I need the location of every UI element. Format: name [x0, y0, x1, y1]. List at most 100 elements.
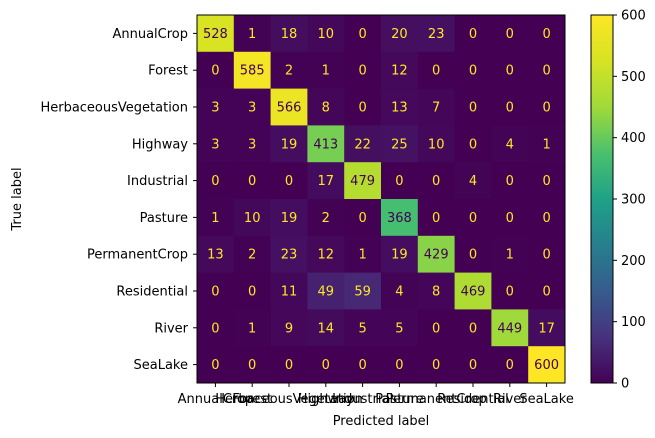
cell-value-label: 0 — [469, 101, 477, 116]
heatmap-cell — [307, 309, 345, 347]
cell-value-label: 0 — [542, 64, 550, 79]
cell-value-label: 3 — [248, 137, 256, 152]
heatmap-cell — [528, 199, 566, 237]
y-tick-label: Highway — [132, 137, 188, 152]
heatmap-cell — [491, 199, 529, 237]
cell-value-label: 1 — [542, 137, 550, 152]
cell-value-label: 2 — [248, 248, 256, 263]
heatmap-cell — [233, 162, 272, 200]
heatmap-cell — [233, 199, 272, 237]
y-tick-label: HerbaceousVegetation — [40, 101, 188, 116]
heatmap-cell — [491, 125, 529, 163]
cell-value-label: 528 — [203, 27, 228, 42]
x-tick-label: Residential — [437, 392, 509, 407]
x-tick-label: HerbaceousVegetation — [215, 392, 363, 407]
heatmap-cell — [233, 51, 272, 90]
cell-value-label: 0 — [248, 358, 256, 373]
x-tick-label: SeaLake — [519, 392, 574, 407]
cell-value-label: 13 — [207, 248, 224, 263]
cell-value-label: 0 — [211, 358, 219, 373]
cell-value-label: 9 — [285, 321, 293, 336]
heatmap-cell — [233, 15, 272, 53]
cell-value-label: 0 — [506, 211, 514, 226]
heatmap-cell — [307, 15, 345, 53]
colorbar-tick-label: 0 — [621, 377, 629, 392]
heatmap-cell — [381, 88, 419, 126]
cell-value-label: 1 — [506, 248, 514, 263]
heatmap-cell — [381, 125, 419, 163]
colorbar-tick-label: 100 — [621, 315, 646, 330]
cell-value-label: 0 — [506, 101, 514, 116]
cell-value-label: 3 — [211, 101, 219, 116]
heatmap-cell — [528, 51, 566, 90]
cell-value-label: 0 — [358, 101, 366, 116]
cell-value-label: 0 — [432, 321, 440, 336]
y-axis-ticks: AnnualCrop Forest HerbaceousVegetation High… — [40, 27, 197, 373]
heatmap-cell — [307, 346, 345, 384]
x-axis-label: Predicted label — [333, 414, 430, 429]
cell-value-label: 0 — [469, 137, 477, 152]
cell-value-label: 0 — [506, 27, 514, 42]
heatmap-cell — [417, 235, 456, 274]
cell-value-label: 0 — [395, 358, 403, 373]
heatmap-cell — [197, 15, 235, 53]
heatmap-cell — [417, 51, 456, 90]
cell-value-label: 8 — [432, 285, 440, 300]
heatmap-cell — [417, 15, 456, 53]
cell-value-label: 19 — [281, 137, 298, 152]
heatmap-cell — [417, 272, 456, 310]
x-tick-label: PermanentCrop — [386, 392, 487, 407]
cell-value-label: 0 — [432, 358, 440, 373]
heatmap-cell — [528, 162, 566, 200]
heatmap-cell — [344, 346, 382, 384]
cell-value-label: 0 — [358, 27, 366, 42]
heatmap-cell — [528, 15, 566, 53]
heatmap-cell — [307, 272, 345, 310]
cell-value-label: 49 — [318, 285, 335, 300]
heatmap-cell — [270, 346, 308, 384]
colorbar-tick-label: 600 — [621, 9, 646, 24]
heatmap-cell — [417, 162, 456, 200]
heatmap-cell — [233, 346, 272, 384]
cell-value-label: 23 — [428, 27, 445, 42]
heatmap-cell — [454, 235, 492, 274]
heatmap-cell-labels: 528 1 18 10 0 20 23 0 0 00 585 2 1 0 12 0 0 0 03 3 566 8 0 13 7 0… — [203, 27, 559, 373]
cell-value-label: 0 — [542, 27, 550, 42]
cell-value-label: 0 — [432, 64, 440, 79]
heatmap-cells — [197, 15, 566, 384]
cell-value-label: 469 — [461, 285, 486, 300]
heatmap-cell — [528, 235, 566, 274]
heatmap-cell — [197, 88, 235, 126]
cell-value-label: 429 — [424, 248, 449, 263]
y-axis-label: True label — [10, 167, 25, 231]
cell-value-label: 19 — [391, 248, 408, 263]
heatmap-cell — [528, 309, 566, 347]
heatmap-cell — [454, 272, 492, 310]
heatmap-cell — [197, 125, 235, 163]
heatmap-cell — [197, 235, 235, 274]
x-tick-label: AnnualCrop — [178, 392, 254, 407]
heatmap-cell — [344, 125, 382, 163]
cell-value-label: 0 — [469, 248, 477, 263]
heatmap-cell — [197, 309, 235, 347]
heatmap-cell — [307, 88, 345, 126]
heatmap-cell — [344, 88, 382, 126]
cell-value-label: 0 — [358, 64, 366, 79]
y-tick-label: River — [154, 321, 188, 336]
cell-value-label: 12 — [391, 64, 408, 79]
cell-value-label: 2 — [285, 64, 293, 79]
cell-value-label: 0 — [506, 285, 514, 300]
heatmap-cell — [491, 162, 529, 200]
cell-value-label: 0 — [469, 358, 477, 373]
cell-value-label: 5 — [358, 321, 366, 336]
cell-value-label: 59 — [354, 285, 371, 300]
colorbar-tick-label: 400 — [621, 131, 646, 146]
heatmap-cell — [528, 88, 566, 126]
cell-value-label: 4 — [395, 285, 403, 300]
heatmap-cell — [233, 88, 272, 126]
cell-value-label: 0 — [211, 285, 219, 300]
cell-value-label: 3 — [211, 137, 219, 152]
x-axis-ticks: AnnualCropForestHerbaceousVegetationHigh… — [178, 383, 574, 407]
cell-value-label: 0 — [542, 101, 550, 116]
cell-value-label: 566 — [277, 101, 302, 116]
